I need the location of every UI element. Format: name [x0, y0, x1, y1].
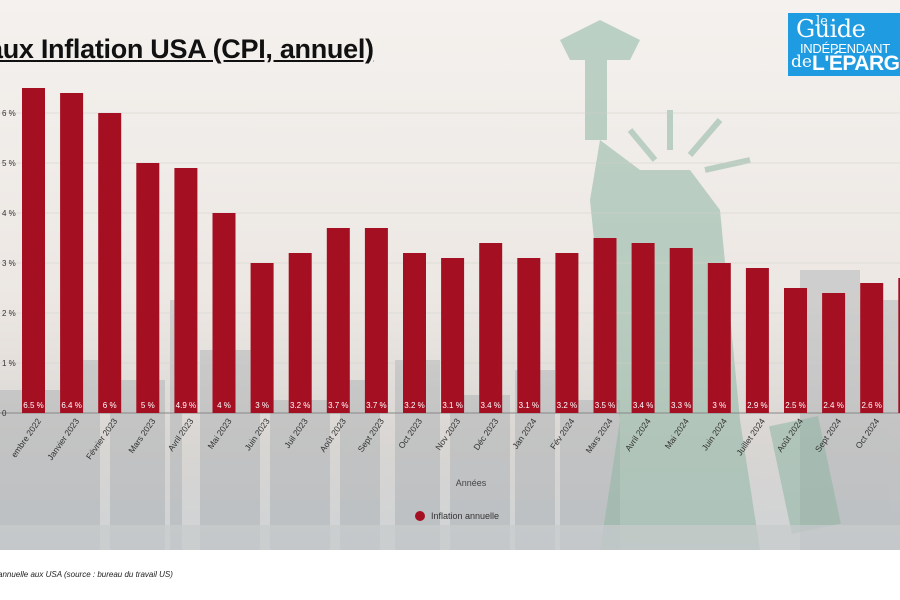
figure-caption: annuelle aux USA (source : bureau du tra… [0, 570, 173, 579]
bar-data-label: 4.9 % [176, 401, 196, 410]
logo-epargne: L'ÉPARG [812, 52, 900, 75]
bar[interactable] [784, 288, 807, 413]
bar-data-label: 6.5 % [23, 401, 43, 410]
bar-data-label: 3.5 % [595, 401, 615, 410]
x-tick-label: Août 2024 [775, 416, 806, 454]
x-tick-label: Oct 2024 [853, 416, 881, 450]
bar-data-label: 3.4 % [633, 401, 653, 410]
bar[interactable] [326, 228, 350, 413]
bar-data-label: 2.6 % [861, 401, 881, 410]
bar-data-label: 3.1 % [519, 401, 539, 410]
y-tick-label: 5 % [2, 159, 16, 168]
x-tick-label: Mars 2024 [583, 416, 614, 455]
logo-le: le [816, 14, 828, 29]
x-tick-label: Déc 2023 [471, 416, 500, 452]
y-tick-label: 6 % [2, 109, 16, 118]
bar[interactable] [707, 263, 731, 413]
x-tick-label: embre 2022 [9, 416, 43, 459]
x-tick-label: Mai 2024 [663, 416, 691, 451]
bar[interactable] [669, 248, 693, 413]
bar-data-label: 3 % [712, 401, 726, 410]
bar[interactable] [250, 263, 274, 413]
x-axis: embre 2022 Janvier 2023 Février 2023 Mars 2… [9, 416, 882, 462]
x-tick-label: Mars 2023 [126, 416, 157, 455]
bars: 6.5 % 6.4 % 6 % 5 % 4.9 % 4 % 3 % 3.2 % 3.7 % 3.7… [22, 88, 900, 413]
bar[interactable] [364, 228, 388, 413]
x-tick-label: Avril 2024 [623, 416, 653, 453]
bar-data-label: 3.4 % [480, 401, 500, 410]
y-tick-label: 3 % [2, 259, 16, 268]
x-tick-label: Jan 2024 [510, 416, 538, 451]
bar[interactable] [174, 168, 198, 413]
bar-data-label: 3.3 % [671, 401, 691, 410]
bar-data-label: 3.1 % [442, 401, 462, 410]
bar-data-label: 3.7 % [366, 401, 386, 410]
bar[interactable] [136, 163, 160, 413]
y-tick-label: 4 % [2, 209, 16, 218]
bar[interactable] [212, 213, 236, 413]
bar-data-label: 6.4 % [61, 401, 81, 410]
bar-data-label: 3.2 % [290, 401, 310, 410]
x-tick-label: Mai 2023 [205, 416, 233, 451]
bar[interactable] [593, 238, 617, 413]
legend-marker [415, 511, 425, 521]
x-tick-label: Sept 2023 [356, 416, 387, 454]
y-axis: 0 1 % 2 % 3 % 4 % 5 % 6 % [2, 109, 16, 418]
bar[interactable] [288, 253, 312, 413]
y-tick-label: 2 % [2, 309, 16, 318]
bar-data-label: 3.7 % [328, 401, 348, 410]
x-tick-label: Février 2023 [84, 416, 120, 461]
guide-epargne-logo[interactable]: le Guide INDÉPENDANT de L'ÉPARG [788, 13, 900, 76]
bar[interactable] [555, 253, 579, 413]
bar[interactable] [631, 243, 655, 413]
bar[interactable] [403, 253, 426, 413]
x-tick-label: Janvier 2023 [45, 416, 81, 462]
x-tick-label: Sept 2024 [813, 416, 844, 454]
x-tick-label: Juin 2023 [242, 416, 271, 452]
bar-data-label: 3.2 % [404, 401, 424, 410]
bar-data-label: 2.5 % [785, 401, 805, 410]
bar-data-label: 2.4 % [823, 401, 843, 410]
bar[interactable] [822, 293, 846, 413]
bar[interactable] [98, 113, 122, 413]
x-tick-label: Oct 2023 [396, 416, 424, 450]
y-tick-label: 0 [2, 409, 7, 418]
bar-data-label: 3.2 % [557, 401, 577, 410]
x-tick-label: Nov 2023 [433, 416, 462, 452]
bar-data-label: 3 % [255, 401, 269, 410]
chart-title: aux Inflation USA (CPI, annuel) [0, 34, 374, 64]
bar[interactable] [22, 88, 45, 413]
inflation-bar-chart: 0 1 % 2 % 3 % 4 % 5 % 6 % 6.5 % 6.4 % 6 % 5 % 4.9 … [0, 88, 900, 521]
x-axis-title: Années [456, 478, 487, 488]
y-tick-label: 1 % [2, 359, 16, 368]
legend[interactable]: Inflation annuelle [415, 511, 499, 521]
bar[interactable] [745, 268, 769, 413]
x-tick-label: Juillet 2024 [734, 416, 767, 457]
x-tick-label: Juil 2023 [282, 416, 310, 450]
x-tick-label: Août 2023 [318, 416, 349, 454]
logo-de: de [791, 52, 812, 72]
x-tick-label: Juin 2024 [700, 416, 729, 452]
bar-data-label: 4 % [217, 401, 231, 410]
bar[interactable] [860, 283, 884, 413]
x-tick-label: Fév 2024 [548, 416, 577, 451]
bar[interactable] [898, 278, 900, 413]
x-tick-label: Avril 2023 [166, 416, 196, 453]
bar-data-label: 6 % [103, 401, 117, 410]
bar-data-label: 2.9 % [747, 401, 767, 410]
bar[interactable] [441, 258, 465, 413]
legend-label: Inflation annuelle [431, 511, 499, 521]
bar[interactable] [517, 258, 541, 413]
bar[interactable] [479, 243, 503, 413]
logo-guide: Guide [796, 15, 866, 43]
bar-data-label: 5 % [141, 401, 155, 410]
logo-independant: INDÉPENDANT [800, 41, 890, 56]
bar[interactable] [60, 93, 84, 413]
